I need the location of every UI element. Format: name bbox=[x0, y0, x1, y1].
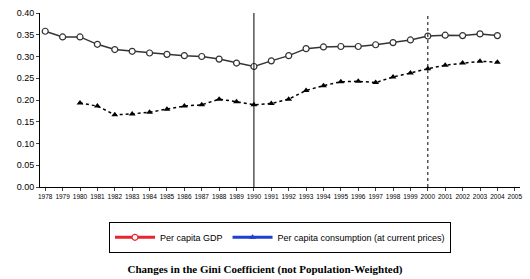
svg-text:1980: 1980 bbox=[73, 193, 88, 200]
svg-text:1999: 1999 bbox=[403, 193, 418, 200]
svg-text:1981: 1981 bbox=[90, 193, 105, 200]
svg-text:1979: 1979 bbox=[55, 193, 70, 200]
svg-text:1995: 1995 bbox=[334, 193, 349, 200]
svg-text:2004: 2004 bbox=[490, 193, 505, 200]
svg-text:2002: 2002 bbox=[455, 193, 470, 200]
svg-text:0.15: 0.15 bbox=[17, 117, 35, 127]
svg-text:1992: 1992 bbox=[281, 193, 296, 200]
svg-text:1984: 1984 bbox=[142, 193, 157, 200]
svg-text:1988: 1988 bbox=[212, 193, 227, 200]
svg-text:1982: 1982 bbox=[108, 193, 123, 200]
svg-text:2005: 2005 bbox=[508, 193, 523, 200]
svg-text:1983: 1983 bbox=[125, 193, 140, 200]
svg-text:1991: 1991 bbox=[264, 193, 279, 200]
svg-text:0.30: 0.30 bbox=[17, 52, 35, 62]
svg-text:2001: 2001 bbox=[438, 193, 453, 200]
svg-text:1994: 1994 bbox=[316, 193, 331, 200]
svg-text:0.25: 0.25 bbox=[17, 73, 35, 83]
svg-text:0.10: 0.10 bbox=[17, 139, 35, 149]
svg-text:2000: 2000 bbox=[421, 193, 436, 200]
svg-text:1985: 1985 bbox=[160, 193, 175, 200]
svg-text:0.00: 0.00 bbox=[17, 182, 35, 192]
svg-text:2003: 2003 bbox=[473, 193, 488, 200]
svg-text:0.40: 0.40 bbox=[17, 8, 35, 18]
svg-text:1986: 1986 bbox=[177, 193, 192, 200]
svg-text:Per capita consumption (at cur: Per capita consumption (at current price… bbox=[278, 233, 445, 243]
svg-text:1997: 1997 bbox=[368, 193, 383, 200]
svg-text:1993: 1993 bbox=[299, 193, 314, 200]
svg-text:1978: 1978 bbox=[38, 193, 53, 200]
svg-text:1990: 1990 bbox=[247, 193, 262, 200]
svg-text:1987: 1987 bbox=[195, 193, 210, 200]
svg-text:0.35: 0.35 bbox=[17, 30, 35, 40]
svg-text:Per capita GDP: Per capita GDP bbox=[160, 233, 223, 243]
svg-text:1998: 1998 bbox=[386, 193, 401, 200]
svg-text:1996: 1996 bbox=[351, 193, 366, 200]
svg-text:0.20: 0.20 bbox=[17, 95, 35, 105]
svg-text:Changes in the Gini Coefficien: Changes in the Gini Coefficient (not Pop… bbox=[127, 263, 402, 276]
svg-text:0.05: 0.05 bbox=[17, 160, 35, 170]
svg-text:1989: 1989 bbox=[229, 193, 244, 200]
